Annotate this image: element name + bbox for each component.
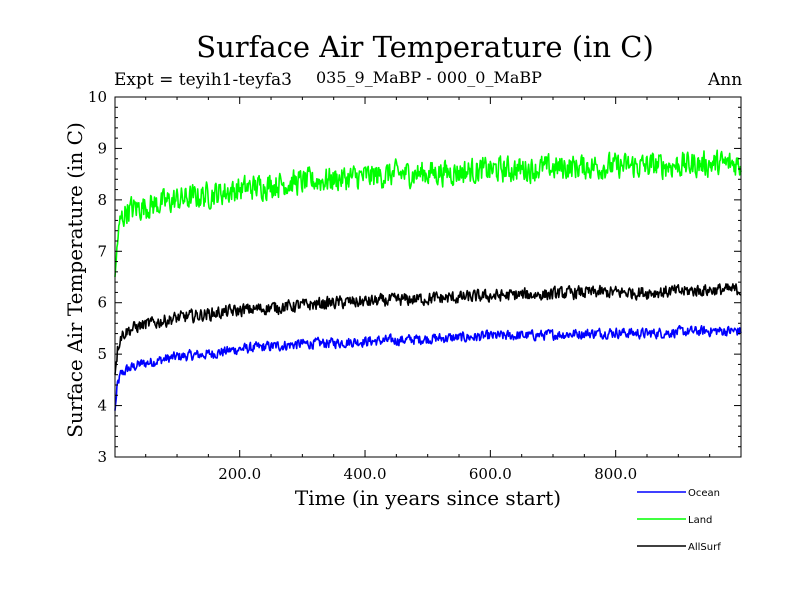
series-line-allsurf bbox=[114, 283, 742, 375]
experiment-label: Expt = teyih1-teyfa3 bbox=[114, 70, 292, 90]
x-axis-label: Time (in years since start) bbox=[294, 486, 562, 510]
y-tick-label: 6 bbox=[97, 294, 107, 312]
period-label: 035_9_MaBP - 000_0_MaBP bbox=[316, 68, 542, 87]
y-tick-label: 10 bbox=[88, 88, 107, 106]
series-layer bbox=[114, 149, 742, 411]
legend-label-allsurf: AllSurf bbox=[688, 542, 721, 553]
x-tick-label: 800.0 bbox=[594, 465, 637, 483]
y-tick-label: 4 bbox=[97, 397, 107, 415]
series-line-land bbox=[114, 149, 742, 278]
plot-frame bbox=[114, 96, 742, 458]
x-tick-label: 400.0 bbox=[344, 465, 387, 483]
y-tick-label: 9 bbox=[97, 139, 107, 157]
legend-label-land: Land bbox=[688, 515, 712, 526]
y-tick-label: 3 bbox=[97, 448, 107, 466]
season-label: Ann bbox=[708, 70, 743, 90]
x-tick-label: 600.0 bbox=[469, 465, 512, 483]
legend: Ocean Land AllSurf bbox=[637, 488, 721, 553]
y-tick-label: 8 bbox=[97, 191, 107, 209]
x-tick-label: 200.0 bbox=[218, 465, 261, 483]
legend-label-ocean: Ocean bbox=[688, 488, 720, 499]
chart-title: Surface Air Temperature (in C) bbox=[196, 30, 654, 64]
series-line-ocean bbox=[114, 324, 742, 411]
ticks-layer: 3 4 5 6 7 8 9 10 200.0 400.0 600.0 800.0 bbox=[88, 88, 741, 483]
y-tick-label: 5 bbox=[97, 345, 107, 363]
y-tick-label: 7 bbox=[97, 242, 107, 260]
